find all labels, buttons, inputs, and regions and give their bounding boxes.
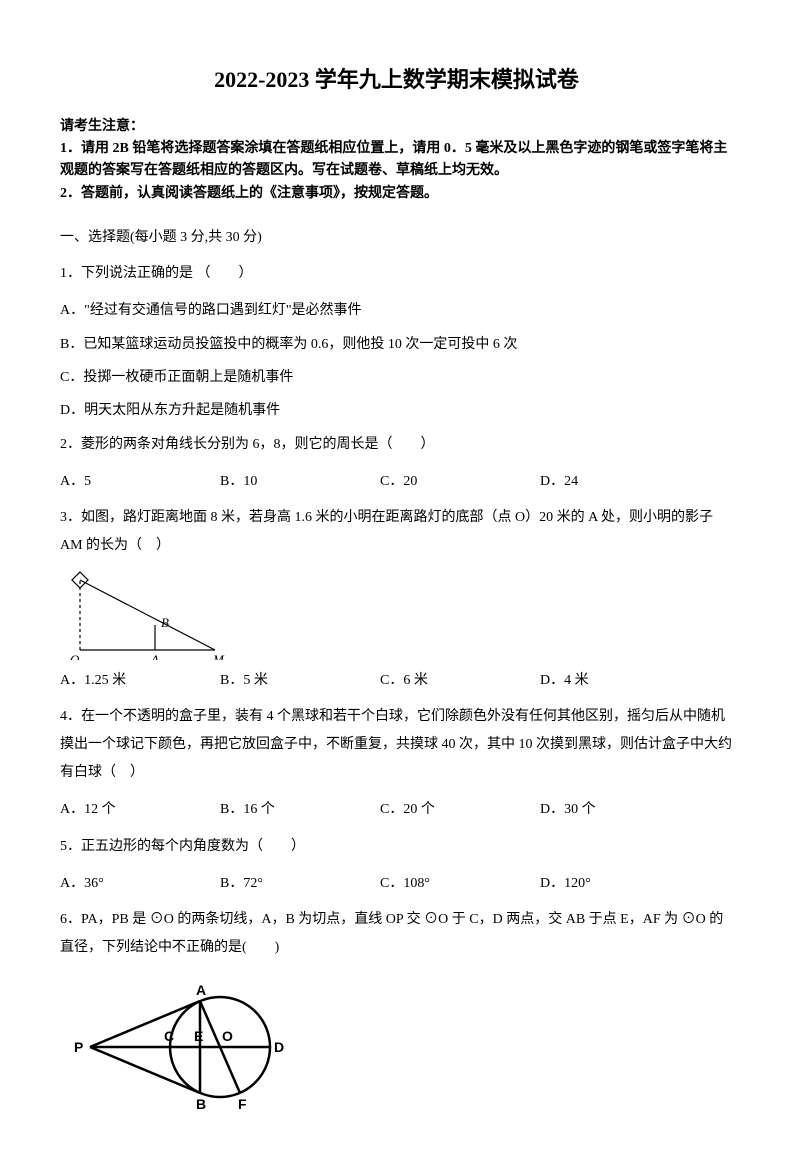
svg-text:C: C xyxy=(164,1028,174,1044)
q4-option-b: B．16 个 xyxy=(220,797,380,822)
question-5-options: A．36° B．72° C．108° D．120° xyxy=(60,871,733,896)
instructions-header: 请考生注意： xyxy=(60,116,733,138)
question-5-text: 5．正五边形的每个内角度数为（ ） xyxy=(60,833,733,861)
q2-option-d: D．24 xyxy=(540,469,700,494)
svg-text:P: P xyxy=(74,1039,83,1055)
q2-option-a: A．5 xyxy=(60,469,220,494)
question-6-text: 6．PA，PB 是 ⊙O 的两条切线，A，B 为切点，直线 OP 交 ⊙O 于 … xyxy=(60,906,733,962)
q4-option-a: A．12 个 xyxy=(60,797,220,822)
svg-text:A: A xyxy=(196,982,206,998)
q5-option-a: A．36° xyxy=(60,871,220,896)
q1-option-a: A．"经过有交通信号的路口遇到红灯"是必然事件 xyxy=(60,298,733,323)
instructions-block: 请考生注意： 1．请用 2B 铅笔将选择题答案涂填在答题纸相应位置上，请用 0．… xyxy=(60,116,733,206)
question-6-figure: P A B C E O D F xyxy=(60,972,733,1122)
q5-option-c: C．108° xyxy=(380,871,540,896)
question-2-text: 2．菱形的两条对角线长分别为 6，8，则它的周长是（ ） xyxy=(60,431,733,459)
q6-diagram-svg: P A B C E O D F xyxy=(60,972,290,1122)
question-4-options: A．12 个 B．16 个 C．20 个 D．30 个 xyxy=(60,797,733,822)
svg-text:E: E xyxy=(194,1028,203,1044)
q5-option-d: D．120° xyxy=(540,871,700,896)
q3-option-d: D．4 米 xyxy=(540,668,700,693)
q3-option-c: C．6 米 xyxy=(380,668,540,693)
svg-text:F: F xyxy=(238,1096,247,1112)
svg-text:O: O xyxy=(70,652,80,660)
svg-text:D: D xyxy=(274,1039,284,1055)
question-3-figure: O A B M xyxy=(60,570,733,660)
instruction-line-2: 2．答题前，认真阅读答题纸上的《注意事项》，按规定答题。 xyxy=(60,183,733,205)
q1-option-d: D．明天太阳从东方升起是随机事件 xyxy=(60,398,733,423)
q3-option-b: B．5 米 xyxy=(220,668,380,693)
q4-option-c: C．20 个 xyxy=(380,797,540,822)
question-2-options: A．5 B．10 C．20 D．24 xyxy=(60,469,733,494)
svg-text:A: A xyxy=(150,652,159,660)
q2-option-c: C．20 xyxy=(380,469,540,494)
question-4-text: 4．在一个不透明的盒子里，装有 4 个黑球和若干个白球，它们除颜色外没有任何其他… xyxy=(60,703,733,787)
q3-diagram-svg: O A B M xyxy=(60,570,240,660)
svg-text:O: O xyxy=(222,1028,233,1044)
q4-option-d: D．30 个 xyxy=(540,797,700,822)
q1-option-b: B．已知某篮球运动员投篮投中的概率为 0.6，则他投 10 次一定可投中 6 次 xyxy=(60,332,733,357)
page-title: 2022-2023 学年九上数学期末模拟试卷 xyxy=(60,60,733,100)
question-1-options: A．"经过有交通信号的路口遇到红灯"是必然事件 B．已知某篮球运动员投篮投中的概… xyxy=(60,298,733,423)
q5-option-b: B．72° xyxy=(220,871,380,896)
q1-option-c: C．投掷一枚硬币正面朝上是随机事件 xyxy=(60,365,733,390)
instruction-line-1: 1．请用 2B 铅笔将选择题答案涂填在答题纸相应位置上，请用 0．5 毫米及以上… xyxy=(60,138,733,183)
question-3-text: 3．如图，路灯距离地面 8 米，若身高 1.6 米的小明在距离路灯的底部（点 O… xyxy=(60,504,733,560)
section-1-header: 一、选择题(每小题 3 分,共 30 分) xyxy=(60,225,733,250)
q3-option-a: A．1.25 米 xyxy=(60,668,220,693)
svg-text:M: M xyxy=(212,652,225,660)
question-1-text: 1．下列说法正确的是 （ ） xyxy=(60,260,733,288)
svg-text:B: B xyxy=(196,1096,206,1112)
svg-text:B: B xyxy=(161,615,169,630)
q2-option-b: B．10 xyxy=(220,469,380,494)
question-3-options: A．1.25 米 B．5 米 C．6 米 D．4 米 xyxy=(60,668,733,693)
